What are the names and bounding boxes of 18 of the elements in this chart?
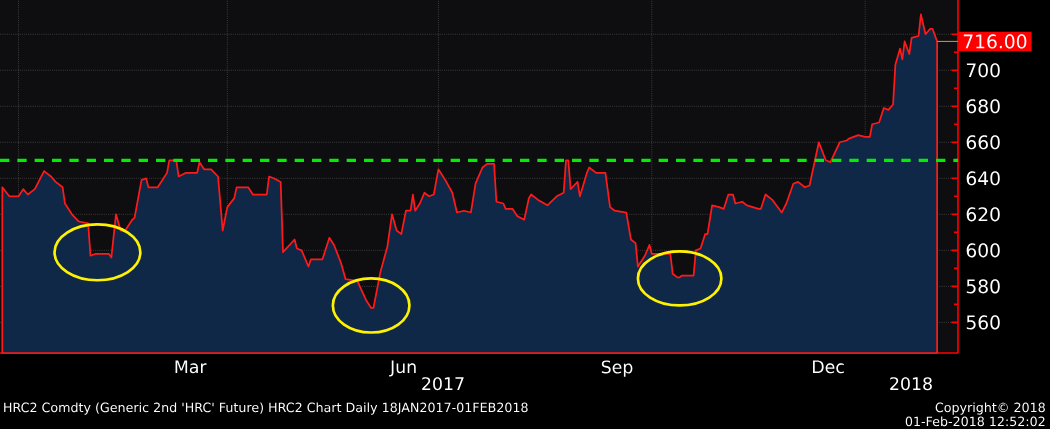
text: Copyright© 2018 [935, 402, 1045, 415]
y-tick-label: 560 [966, 315, 1000, 330]
x-tick-label: Jun [389, 360, 416, 377]
x-tick-label: Mar [175, 360, 207, 374]
x-tick-label: Sep [601, 360, 633, 377]
y-tick-label: 640 [966, 171, 1000, 186]
y-tick-label: 680 [966, 99, 1000, 114]
text: 2018 [890, 377, 932, 391]
y-tick-label: 620 [966, 207, 1000, 222]
text: 01-Feb-2018 12:52:02 [905, 416, 1045, 427]
text: HRC2 Comdty (Generic 2nd 'HRC' Future) HRC2 Chart Daily 18JAN2017-01FEB2018 [4, 402, 528, 415]
y-tick-label: 700 [966, 63, 1000, 78]
y-tick-label: 660 [966, 135, 1000, 150]
x-tick-label: Dec [813, 360, 844, 374]
annotation: 716.00 [963, 34, 1027, 49]
y-tick-label: 580 [966, 279, 1000, 294]
text: 2017 [422, 377, 464, 391]
y-tick-label: 600 [966, 243, 1000, 258]
